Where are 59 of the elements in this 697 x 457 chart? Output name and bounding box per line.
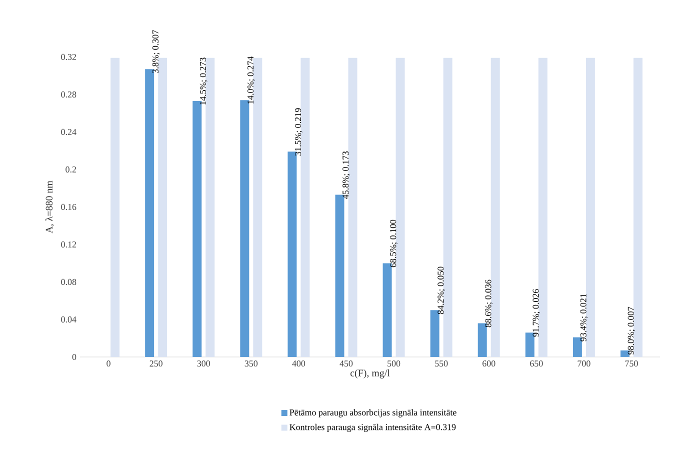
bar [620,350,630,357]
x-tick-label: 650 [530,360,543,367]
x-tick-label: 250 [150,360,162,367]
legend-label: Kontroles parauga signāla intensitāte A=0.319 [290,424,456,432]
bar [240,100,250,357]
bar [206,58,215,357]
bar [192,101,202,357]
bar [158,58,168,357]
data-label: 84.2%; 0.050 [438,266,445,314]
data-label: 93.4%; 0.021 [580,294,588,342]
data-label: 88.6%; 0.036 [485,280,493,328]
x-tick-label: 500 [388,360,400,367]
bar [110,58,120,357]
bar [572,337,582,357]
x-tick-label: 350 [244,360,258,367]
x-tick-label: 0 [106,360,110,367]
bar [538,58,548,357]
data-label: 91.7%; 0.026 [532,289,540,337]
y-tick-label: 0.12 [61,241,76,248]
x-tick-label: 750 [625,360,638,367]
bar [300,58,310,357]
data-label: 68.5%; 0.100 [390,220,398,268]
bar [586,58,595,357]
data-label: 31.5%; 0.219 [295,108,302,156]
y-tick-label: 0 [72,354,76,360]
data-label: 45.8%; 0.173 [342,151,350,199]
bar [348,58,358,357]
y-tick-label: 0.08 [61,278,76,286]
data-label: 3.8%; 0.307 [152,30,160,74]
x-tick-label: 400 [292,360,306,367]
x-axis-title: c(F), mg/l [350,369,390,378]
y-tick-label: 0.16 [61,204,76,210]
x-tick-label: 300 [197,360,210,367]
x-tick-label: 450 [340,360,353,367]
bar [253,58,262,357]
data-label: 98.0%; 0.007 [628,306,636,354]
bar [490,58,500,357]
bar [382,263,392,357]
bar [396,58,405,357]
bar [633,58,642,357]
x-tick-label: 700 [578,360,590,367]
y-tick-label: 0.2 [66,166,76,173]
bar [335,194,344,357]
y-tick-label: 0.32 [61,54,76,60]
bar [478,323,487,357]
legend-label: Pētāmo paraugu absorbcijas signāla intensitāte [290,409,456,418]
bar [430,310,440,357]
y-tick-label: 0.28 [61,91,76,98]
data-label: 14.5%; 0.273 [200,58,208,105]
bar [443,58,452,357]
y-tick-label: 0.04 [61,316,76,323]
bar [145,69,154,357]
x-tick-label: 550 [435,360,448,367]
bar [288,152,297,357]
bar [525,332,534,357]
x-tick-label: 600 [482,360,496,367]
data-label: 14.0%; 0.274 [247,56,255,104]
y-axis-title: A, λ=880 nm [45,180,54,234]
y-tick-label: 0.24 [61,128,76,136]
